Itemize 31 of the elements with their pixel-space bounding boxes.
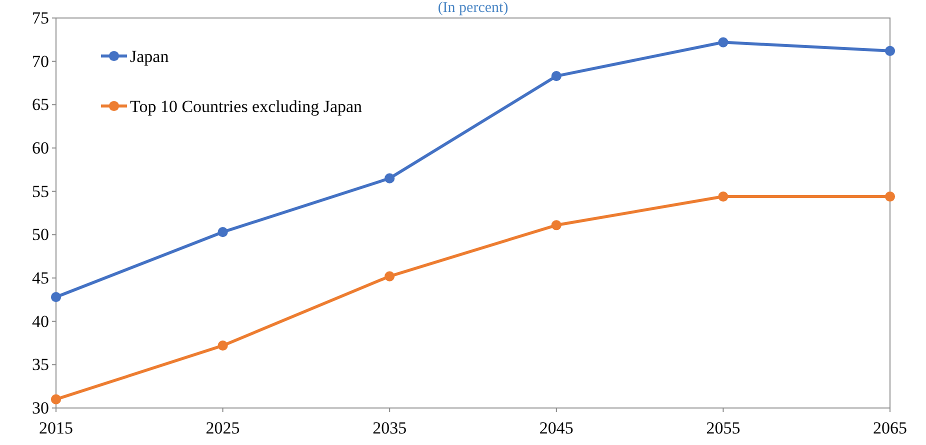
y-tick-label: 50 <box>32 225 49 244</box>
x-tick-label: 2015 <box>39 418 73 438</box>
x-tick-label: 2025 <box>206 418 240 438</box>
point <box>218 227 228 238</box>
point <box>551 220 562 230</box>
point <box>218 340 228 351</box>
point <box>384 173 395 184</box>
y-tick-label: 60 <box>32 138 49 158</box>
point <box>718 191 728 202</box>
x-tick-label: 2035 <box>372 418 407 438</box>
point <box>884 191 896 202</box>
legend-label: Top 10 Countries excluding Japan <box>130 97 363 116</box>
legend-label: Japan <box>130 47 170 66</box>
x-tick-label: 2055 <box>706 418 740 438</box>
x-tick-label: 2045 <box>539 418 574 438</box>
y-tick-label: 35 <box>32 355 49 374</box>
point <box>384 271 395 282</box>
point <box>50 394 62 404</box>
y-tick-label: 65 <box>32 95 49 114</box>
y-tick-label: 70 <box>32 52 49 71</box>
y-tick-label: 40 <box>32 312 49 331</box>
y-tick-label: 55 <box>32 182 49 201</box>
y-tick-label: 75 <box>32 8 49 28</box>
point <box>551 71 562 82</box>
point <box>884 46 896 56</box>
chart-subtitle: (In percent) <box>438 0 508 16</box>
x-tick-label: 2065 <box>873 418 907 438</box>
y-tick-label: 45 <box>32 268 49 288</box>
point <box>718 37 728 48</box>
y-tick-label: 30 <box>32 398 49 418</box>
point <box>50 292 62 302</box>
